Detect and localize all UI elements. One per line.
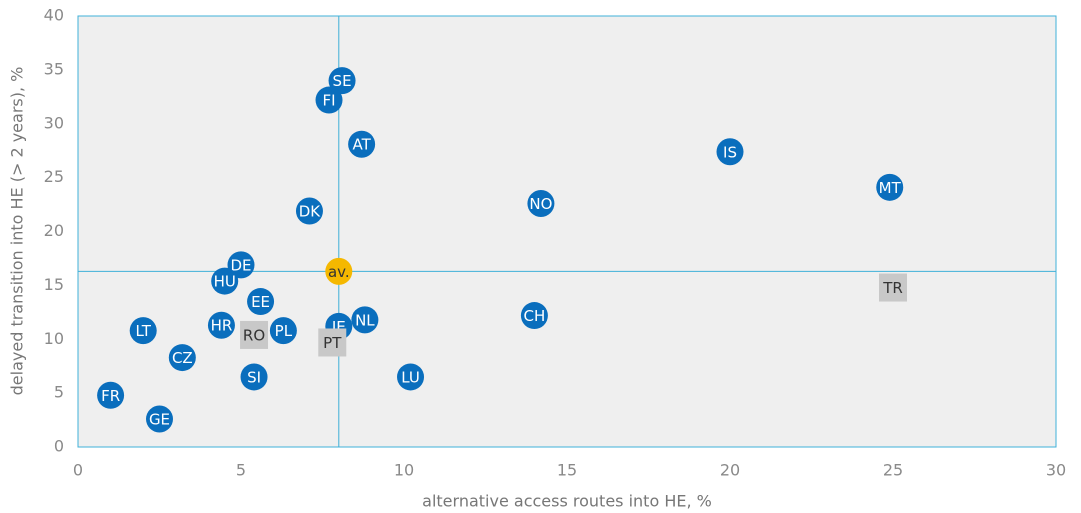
plot-area — [77, 15, 1057, 448]
point-label: av. — [328, 263, 350, 281]
point — [351, 306, 379, 334]
point-label: MT — [879, 179, 902, 197]
point-label: LT — [135, 322, 151, 340]
point-label: GE — [149, 410, 170, 428]
point-label: SI — [247, 368, 261, 386]
point-label: RO — [243, 326, 265, 344]
point — [295, 197, 323, 225]
point-label: NO — [529, 195, 552, 213]
point-label: CZ — [172, 349, 193, 367]
point — [520, 302, 548, 330]
point — [315, 86, 343, 114]
point-label: PT — [323, 334, 342, 352]
point-label: TR — [882, 279, 903, 297]
point — [211, 267, 239, 295]
point-label: IS — [723, 143, 737, 161]
point-label: EE — [251, 293, 270, 311]
point — [716, 138, 744, 166]
y-tick-label: 40 — [44, 6, 64, 25]
point-label: PL — [275, 322, 293, 340]
point — [129, 317, 157, 345]
y-tick-label: 10 — [44, 329, 64, 348]
x-tick-label: 30 — [1046, 461, 1066, 480]
point-label: AT — [352, 136, 371, 154]
point — [527, 189, 555, 217]
point-label: FR — [101, 387, 120, 405]
y-tick-label: 20 — [44, 221, 64, 240]
x-tick-label: 25 — [883, 461, 903, 480]
point — [247, 288, 275, 316]
point — [328, 67, 356, 95]
point-label: DE — [230, 256, 251, 274]
x-tick-label: 15 — [557, 461, 577, 480]
point-label: LU — [401, 368, 420, 386]
point-label: FI — [322, 92, 335, 110]
x-tick-label: 5 — [236, 461, 246, 480]
point — [269, 317, 297, 345]
point — [318, 328, 347, 357]
point — [97, 381, 125, 409]
point-label: DK — [299, 203, 322, 221]
point-label: HR — [211, 317, 233, 335]
point — [348, 130, 376, 158]
y-tick-label: 30 — [44, 113, 64, 132]
y-tick-label: 5 — [54, 383, 64, 402]
point — [207, 311, 235, 339]
point-label: NL — [355, 311, 375, 329]
y-tick-label: 0 — [54, 437, 64, 456]
point — [240, 363, 268, 391]
point-label: HU — [214, 273, 236, 291]
x-tick-label: 20 — [720, 461, 740, 480]
point — [325, 257, 353, 285]
x-axis-title: alternative access routes into HE, % — [422, 492, 712, 511]
y-tick-label: 25 — [44, 167, 64, 186]
y-axis-title: delayed transition into HE (> 2 years), … — [8, 67, 27, 396]
point — [146, 405, 173, 433]
point-label: CH — [524, 307, 546, 325]
point — [240, 320, 269, 349]
x-tick-label: 0 — [73, 461, 83, 480]
point — [876, 173, 904, 201]
point — [879, 273, 907, 302]
x-tick-label: 10 — [394, 461, 414, 480]
y-tick-label: 15 — [44, 275, 64, 294]
point — [168, 344, 196, 372]
point — [397, 363, 425, 391]
point-label: SE — [333, 72, 352, 90]
y-tick-label: 35 — [44, 59, 64, 78]
